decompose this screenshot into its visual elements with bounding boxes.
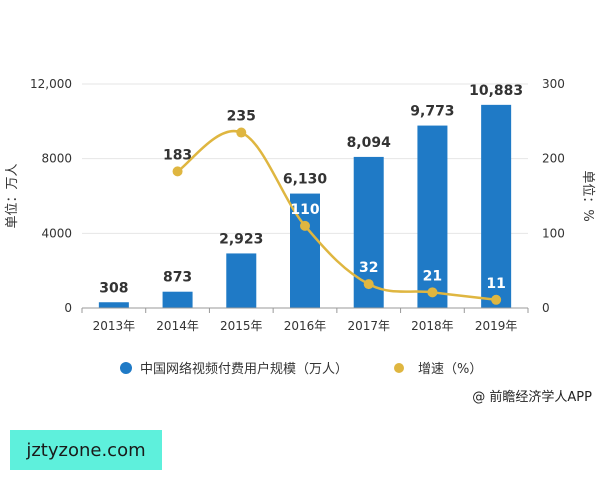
y-tick-label: 8000: [41, 152, 72, 166]
bar-value-label: 8,094: [347, 135, 392, 151]
y-tick-label: 12,000: [30, 77, 72, 91]
bar-value-label: 10,883: [469, 83, 523, 99]
legend-label-users: 中国网络视频付费用户规模（万人）: [140, 362, 349, 377]
growth-value-label: 183: [163, 147, 192, 163]
legend-item-growth[interactable]: 增速（%）: [388, 358, 482, 377]
bar-value-label: 308: [99, 280, 128, 296]
y-axis-label: 单位：万人: [5, 163, 20, 228]
bar: [98, 302, 129, 308]
x-tick-label: 2016年: [284, 319, 327, 333]
growth-value-label: 21: [423, 268, 442, 284]
chart-svg: 0 4000 8000 12,000 0 100 200 300 2013年 2014年 2015年…: [5, 77, 595, 333]
bar-value-label: 6,130: [283, 172, 328, 188]
legend-line-marker: [388, 362, 410, 374]
y2-tick-label: 300: [542, 77, 565, 91]
growth-value-label: 110: [290, 202, 319, 218]
x-tick-label: 2017年: [347, 319, 390, 333]
bar: [417, 125, 448, 308]
y-tick-label: 0: [64, 301, 72, 315]
legend-label-growth: 增速（%）: [418, 362, 483, 377]
growth-point: [491, 294, 502, 305]
x-tick-label: 2014年: [156, 319, 199, 333]
y2-axis-label: 单位：%: [580, 170, 595, 221]
x-tick-label: 2018年: [411, 319, 454, 333]
growth-value-label: 235: [227, 109, 256, 125]
source-credit: @ 前瞻经济学人APP: [472, 390, 592, 405]
data-labels: 308 873 2,923 6,130 8,094 9,773 10,883 183 235 11…: [99, 83, 523, 296]
growth-point: [236, 127, 247, 138]
bar: [226, 253, 257, 308]
growth-value-label: 32: [359, 260, 378, 276]
bar: [481, 104, 512, 308]
x-tick-label: 2015年: [220, 319, 263, 333]
bar-value-label: 873: [163, 270, 192, 286]
growth-line: [172, 127, 502, 305]
legend: 中国网络视频付费用户规模（万人） 增速（%）: [0, 358, 600, 380]
growth-point: [300, 220, 310, 231]
growth-point: [427, 287, 438, 298]
growth-point: [363, 279, 374, 290]
bar-value-label: 9,773: [410, 104, 454, 120]
x-tick-label: 2019年: [475, 319, 518, 333]
y2-tick-label: 0: [542, 301, 550, 315]
axes: 0 4000 8000 12,000 0 100 200 300 2013年 2014年 2015年…: [30, 77, 565, 333]
legend-item-users[interactable]: 中国网络视频付费用户规模（万人）: [120, 358, 348, 377]
legend-bar-marker: [120, 361, 132, 374]
watermark-label: jztyzone.com: [10, 430, 162, 470]
y2-tick-label: 200: [542, 152, 565, 166]
growth-point: [172, 166, 183, 177]
y-tick-label: 4000: [41, 226, 72, 240]
growth-value-label: 11: [486, 276, 505, 292]
y2-tick-label: 100: [542, 226, 565, 240]
growth-line-path: [176, 129, 497, 302]
bar: [162, 291, 193, 308]
bar-value-label: 2,923: [219, 231, 263, 247]
x-tick-label: 2013年: [93, 319, 136, 333]
